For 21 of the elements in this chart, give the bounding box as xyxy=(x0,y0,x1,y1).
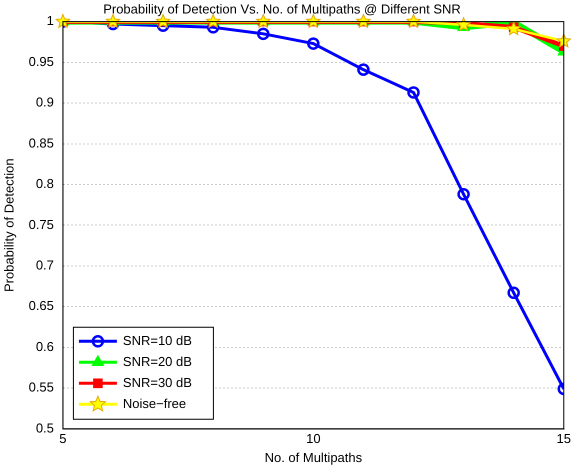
x-tick-label: 5 xyxy=(59,431,67,446)
x-axis-title: No. of Multipaths xyxy=(264,450,363,465)
legend-label: SNR=10 dB xyxy=(122,332,192,348)
legend-label: Noise−free xyxy=(122,396,186,411)
x-tick-label: 10 xyxy=(306,431,321,446)
y-tick-label: 0.85 xyxy=(28,135,54,150)
y-tick-label: 1 xyxy=(46,13,54,28)
chart-title: Probability of Detection Vs. No. of Multipaths @ Different SNR xyxy=(103,1,461,16)
y-tick-label: 0.6 xyxy=(36,338,54,354)
y-tick-label: 0.95 xyxy=(28,54,54,69)
legend-label: SNR=30 dB xyxy=(122,374,192,390)
y-tick-label: 0.75 xyxy=(28,216,54,232)
x-tick-label: 15 xyxy=(556,431,572,446)
y-tick-label: 0.55 xyxy=(28,380,54,395)
y-tick-label: 0.5 xyxy=(36,420,54,436)
legend-label: SNR=20 dB xyxy=(122,354,192,369)
y-axis-title: Probability of Detection xyxy=(1,158,16,292)
y-tick-label: 0.9 xyxy=(36,94,54,110)
y-tick-label: 0.65 xyxy=(28,298,54,314)
y-tick-label: 0.8 xyxy=(36,176,54,192)
y-tick-label: 0.7 xyxy=(36,258,54,272)
